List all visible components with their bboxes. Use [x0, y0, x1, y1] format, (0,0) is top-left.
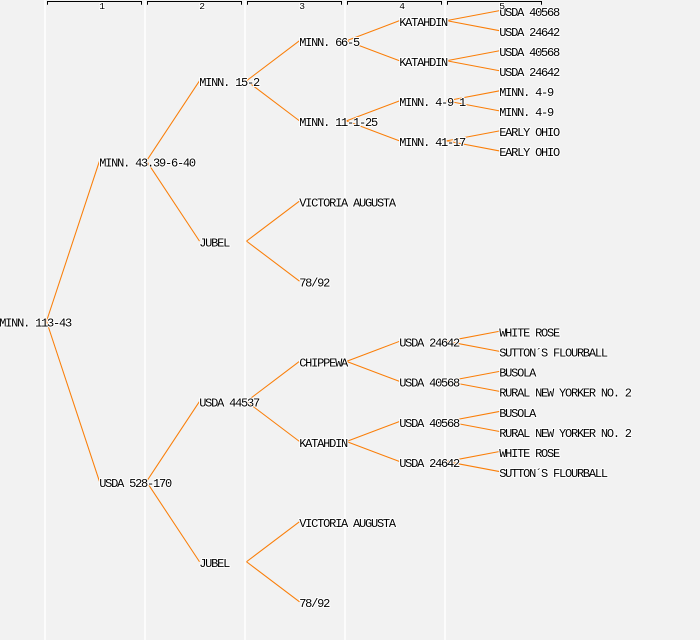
- svg-text:USDA 44537: USDA 44537: [199, 397, 260, 411]
- svg-text:3: 3: [299, 1, 305, 12]
- svg-text:RURAL NEW YORKER NO. 2: RURAL NEW YORKER NO. 2: [499, 427, 632, 441]
- svg-text:USDA 40568: USDA 40568: [399, 377, 460, 391]
- svg-text:RURAL NEW YORKER NO. 2: RURAL NEW YORKER NO. 2: [499, 387, 632, 401]
- svg-text:MINN. 11-1-25: MINN. 11-1-25: [299, 116, 378, 130]
- svg-text:USDA 24642: USDA 24642: [499, 66, 560, 80]
- svg-text:JUBEL: JUBEL: [199, 557, 230, 571]
- svg-text:USDA 24642: USDA 24642: [499, 26, 560, 40]
- svg-text:1: 1: [99, 1, 105, 12]
- svg-text:KATAHDIN: KATAHDIN: [399, 16, 448, 30]
- svg-text:USDA 40568: USDA 40568: [499, 6, 560, 20]
- svg-text:VICTORIA AUGUSTA: VICTORIA AUGUSTA: [299, 196, 397, 210]
- svg-text:78/92: 78/92: [299, 597, 330, 611]
- svg-text:MINN. 4-9 1: MINN. 4-9 1: [399, 96, 466, 110]
- svg-text:JUBEL: JUBEL: [199, 236, 230, 250]
- svg-text:USDA 40568: USDA 40568: [499, 46, 560, 60]
- svg-text:KATAHDIN: KATAHDIN: [299, 437, 348, 451]
- svg-text:4: 4: [399, 1, 405, 12]
- svg-text:KATAHDIN: KATAHDIN: [399, 56, 448, 70]
- svg-text:USDA 24642: USDA 24642: [399, 457, 460, 471]
- svg-text:SUTTON´S FLOURBALL: SUTTON´S FLOURBALL: [499, 347, 608, 361]
- svg-text:MINN. 15-2: MINN. 15-2: [199, 76, 260, 90]
- svg-text:MINN. 41-17: MINN. 41-17: [399, 136, 466, 150]
- svg-text:MINN. 43.39-6-40: MINN. 43.39-6-40: [99, 156, 196, 170]
- svg-text:BUSOLA: BUSOLA: [499, 407, 537, 421]
- svg-text:EARLY OHIO: EARLY OHIO: [499, 146, 560, 160]
- svg-text:USDA 24642: USDA 24642: [399, 337, 460, 351]
- svg-text:WHITE ROSE: WHITE ROSE: [499, 327, 560, 341]
- svg-text:USDA 40568: USDA 40568: [399, 417, 460, 431]
- svg-text:MINN. 66-5: MINN. 66-5: [299, 36, 360, 50]
- svg-text:WHITE ROSE: WHITE ROSE: [499, 447, 560, 461]
- svg-text:VICTORIA AUGUSTA: VICTORIA AUGUSTA: [299, 517, 397, 531]
- svg-text:BUSOLA: BUSOLA: [499, 367, 537, 381]
- svg-text:78/92: 78/92: [299, 276, 330, 290]
- svg-text:CHIPPEWA: CHIPPEWA: [299, 357, 349, 371]
- svg-text:EARLY OHIO: EARLY OHIO: [499, 126, 560, 140]
- svg-text:5: 5: [499, 1, 505, 12]
- svg-text:MINN. 4-9: MINN. 4-9: [499, 86, 554, 100]
- svg-text:2: 2: [199, 1, 205, 12]
- svg-text:USDA 528-170: USDA 528-170: [99, 477, 172, 491]
- svg-text:MINN. 4-9: MINN. 4-9: [499, 106, 554, 120]
- svg-text:MINN. 113-43: MINN. 113-43: [0, 317, 72, 331]
- svg-text:SUTTON´S FLOURBALL: SUTTON´S FLOURBALL: [499, 467, 608, 481]
